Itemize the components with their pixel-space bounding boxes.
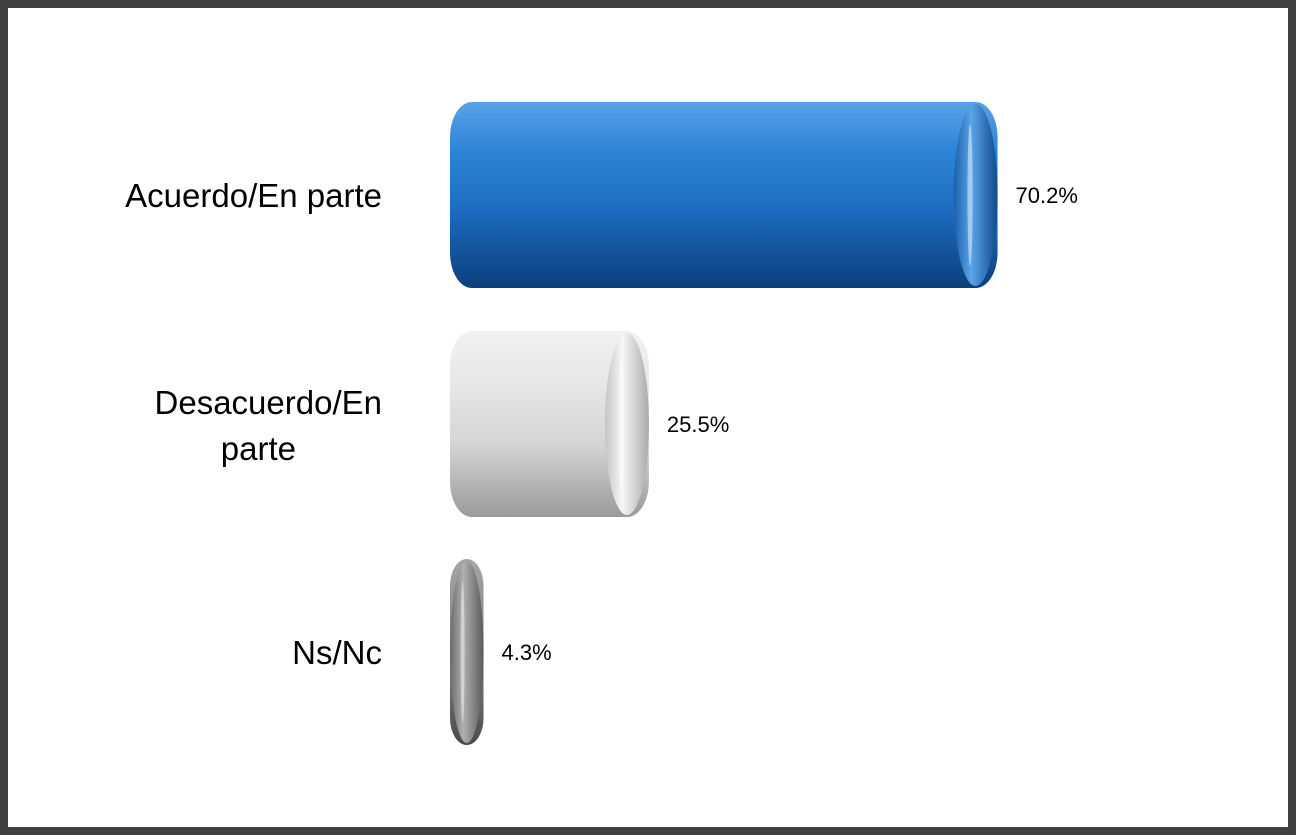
bar-body (450, 102, 998, 288)
bar-highlight (460, 581, 465, 723)
category-label-1: Acuerdo/En parte (125, 177, 382, 214)
bar-highlight (967, 124, 973, 266)
bar-1 (450, 102, 998, 288)
category-label-2: Desacuerdo/En parte (155, 384, 382, 467)
labels-layer: 70.2% Acuerdo/En parte 25.5% Desacuerdo/En p… (125, 177, 1078, 671)
bar-end-cap (450, 561, 484, 743)
bar-end-cap (604, 333, 649, 515)
bar-highlight (618, 353, 625, 495)
bar-2 (450, 331, 649, 517)
bars-layer (450, 102, 998, 745)
value-label-1: 70.2% (1016, 183, 1078, 208)
value-label-2: 25.5% (667, 412, 729, 437)
bar-end-cap (953, 104, 998, 286)
category-label-3: Ns/Nc (292, 634, 382, 671)
value-label-3: 4.3% (502, 640, 552, 665)
bar-body (450, 331, 649, 517)
bar-3 (450, 559, 484, 745)
